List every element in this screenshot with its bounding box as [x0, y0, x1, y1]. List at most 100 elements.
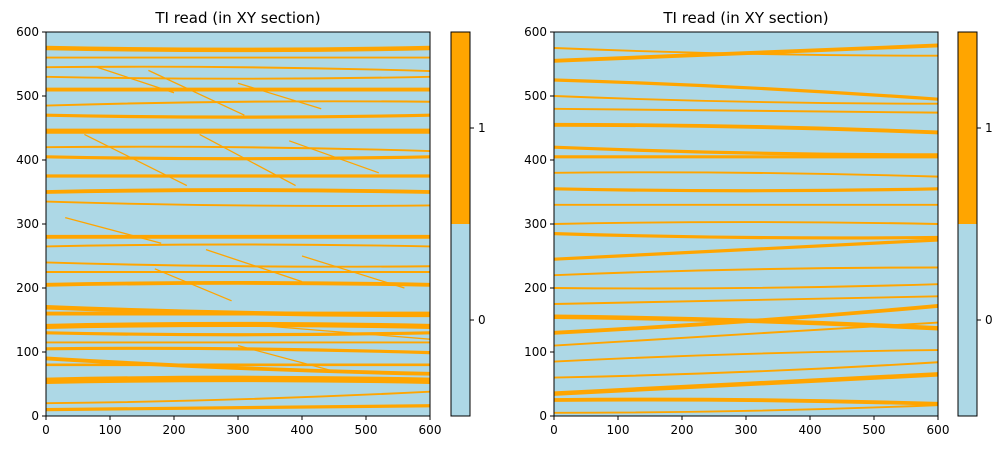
- facies-channel: [46, 261, 430, 268]
- x-tick-label: 300: [735, 423, 758, 437]
- facies-channel: [46, 404, 430, 412]
- facies-diagonal: [288, 140, 380, 174]
- colorbar-tick-label: 1: [985, 121, 993, 135]
- colorbar-frame: [957, 31, 978, 417]
- colorbar: 01: [957, 31, 993, 417]
- facies-channel: [554, 349, 938, 363]
- facies-channel: [554, 122, 938, 135]
- facies-channel: [46, 200, 430, 207]
- facies-diagonal: [96, 66, 175, 94]
- facies-channel: [46, 65, 430, 72]
- y-tick-label: 400: [16, 153, 39, 167]
- facies-channel: [46, 346, 430, 355]
- facies-channel: [554, 78, 938, 101]
- facies-channel: [554, 187, 938, 193]
- facies-layer: [554, 43, 938, 414]
- colorbar-tick-label: 0: [478, 313, 486, 327]
- facies-channel: [46, 331, 430, 337]
- facies-channel: [554, 361, 938, 379]
- colorbar-segment: [451, 224, 470, 416]
- colorbar-segment: [958, 224, 977, 416]
- facies-diagonal: [269, 325, 430, 340]
- facies-channel: [554, 372, 938, 396]
- facies-channel: [46, 390, 430, 405]
- facies-channel: [554, 397, 938, 406]
- y-tick-label: 600: [524, 25, 547, 39]
- facies-channel: [554, 295, 938, 305]
- y-tick-label: 100: [16, 345, 39, 359]
- x-tick-label: 600: [419, 423, 442, 437]
- x-tick-label: 600: [927, 423, 950, 437]
- facies-diagonal: [237, 344, 335, 372]
- y-tick-label: 400: [524, 153, 547, 167]
- colorbar-frame: [450, 31, 471, 417]
- facies-diagonal: [148, 69, 245, 116]
- facies-channel: [46, 321, 430, 329]
- facies-channel: [554, 321, 938, 347]
- facies-channel: [554, 238, 938, 261]
- facies-diagonal: [205, 248, 303, 283]
- y-tick-label: 0: [31, 409, 39, 423]
- facies-channel: [46, 145, 430, 152]
- facies-channel: [554, 404, 938, 414]
- facies-channel: [554, 221, 938, 225]
- facies-diagonal: [84, 133, 188, 187]
- colorbar-segment: [451, 32, 470, 224]
- facies-channel: [554, 304, 938, 335]
- facies-diagonal: [154, 268, 232, 302]
- x-tick-label: 100: [99, 423, 122, 437]
- y-tick-label: 0: [539, 409, 547, 423]
- y-tick-label: 600: [16, 25, 39, 39]
- facies-diagonal: [301, 255, 405, 289]
- facies-channel: [554, 283, 938, 290]
- x-tick-label: 0: [550, 423, 558, 437]
- y-tick-label: 500: [16, 89, 39, 103]
- facies-channel: [46, 188, 430, 194]
- chart-panel-2: 0 100 200 300 400 500 6000100200300400500600TI…: [524, 9, 993, 437]
- colorbar-segment: [958, 32, 977, 224]
- y-tick-label: 500: [524, 89, 547, 103]
- x-tick-label: 400: [799, 423, 822, 437]
- facies-layer: [46, 45, 430, 412]
- chart-panel-1: 0 100 200 300 400 500 6000100200300400500600TI…: [16, 9, 486, 437]
- facies-channel: [46, 113, 430, 119]
- colorbar-tick-label: 1: [478, 121, 486, 135]
- facies-channel: [554, 171, 938, 178]
- y-tick-label: 200: [524, 281, 547, 295]
- chart-title: TI read (in XY section): [662, 9, 828, 27]
- colorbar-tick-label: 0: [985, 313, 993, 327]
- facies-channel: [554, 43, 938, 63]
- x-tick-label: 0: [42, 423, 50, 437]
- x-tick-label: 500: [863, 423, 886, 437]
- facies-channel: [46, 375, 430, 384]
- chart-title: TI read (in XY section): [154, 9, 320, 27]
- y-tick-label: 300: [524, 217, 547, 231]
- facies-channel: [46, 356, 430, 376]
- x-tick-label: 300: [227, 423, 250, 437]
- facies-channel: [46, 280, 430, 287]
- y-tick-label: 200: [16, 281, 39, 295]
- facies-diagonal: [65, 216, 162, 244]
- colorbar: 01: [450, 31, 486, 417]
- facies-channel: [46, 45, 430, 53]
- facies-channel: [46, 243, 430, 248]
- facies-channel: [554, 232, 938, 240]
- y-tick-label: 300: [16, 217, 39, 231]
- facies-channel: [554, 107, 938, 114]
- facies-channel: [554, 95, 938, 105]
- facies-channel: [554, 145, 938, 157]
- facies-channel: [554, 266, 938, 277]
- x-tick-label: 400: [291, 423, 314, 437]
- x-tick-label: 500: [355, 423, 378, 437]
- facies-channel: [46, 155, 430, 161]
- facies-channel: [46, 75, 430, 80]
- x-tick-label: 100: [607, 423, 630, 437]
- y-tick-label: 100: [524, 345, 547, 359]
- facies-diagonal: [237, 82, 322, 110]
- facies-diagonal: [199, 133, 296, 187]
- x-tick-label: 200: [163, 423, 186, 437]
- x-tick-label: 200: [671, 423, 694, 437]
- facies-channel: [46, 100, 430, 107]
